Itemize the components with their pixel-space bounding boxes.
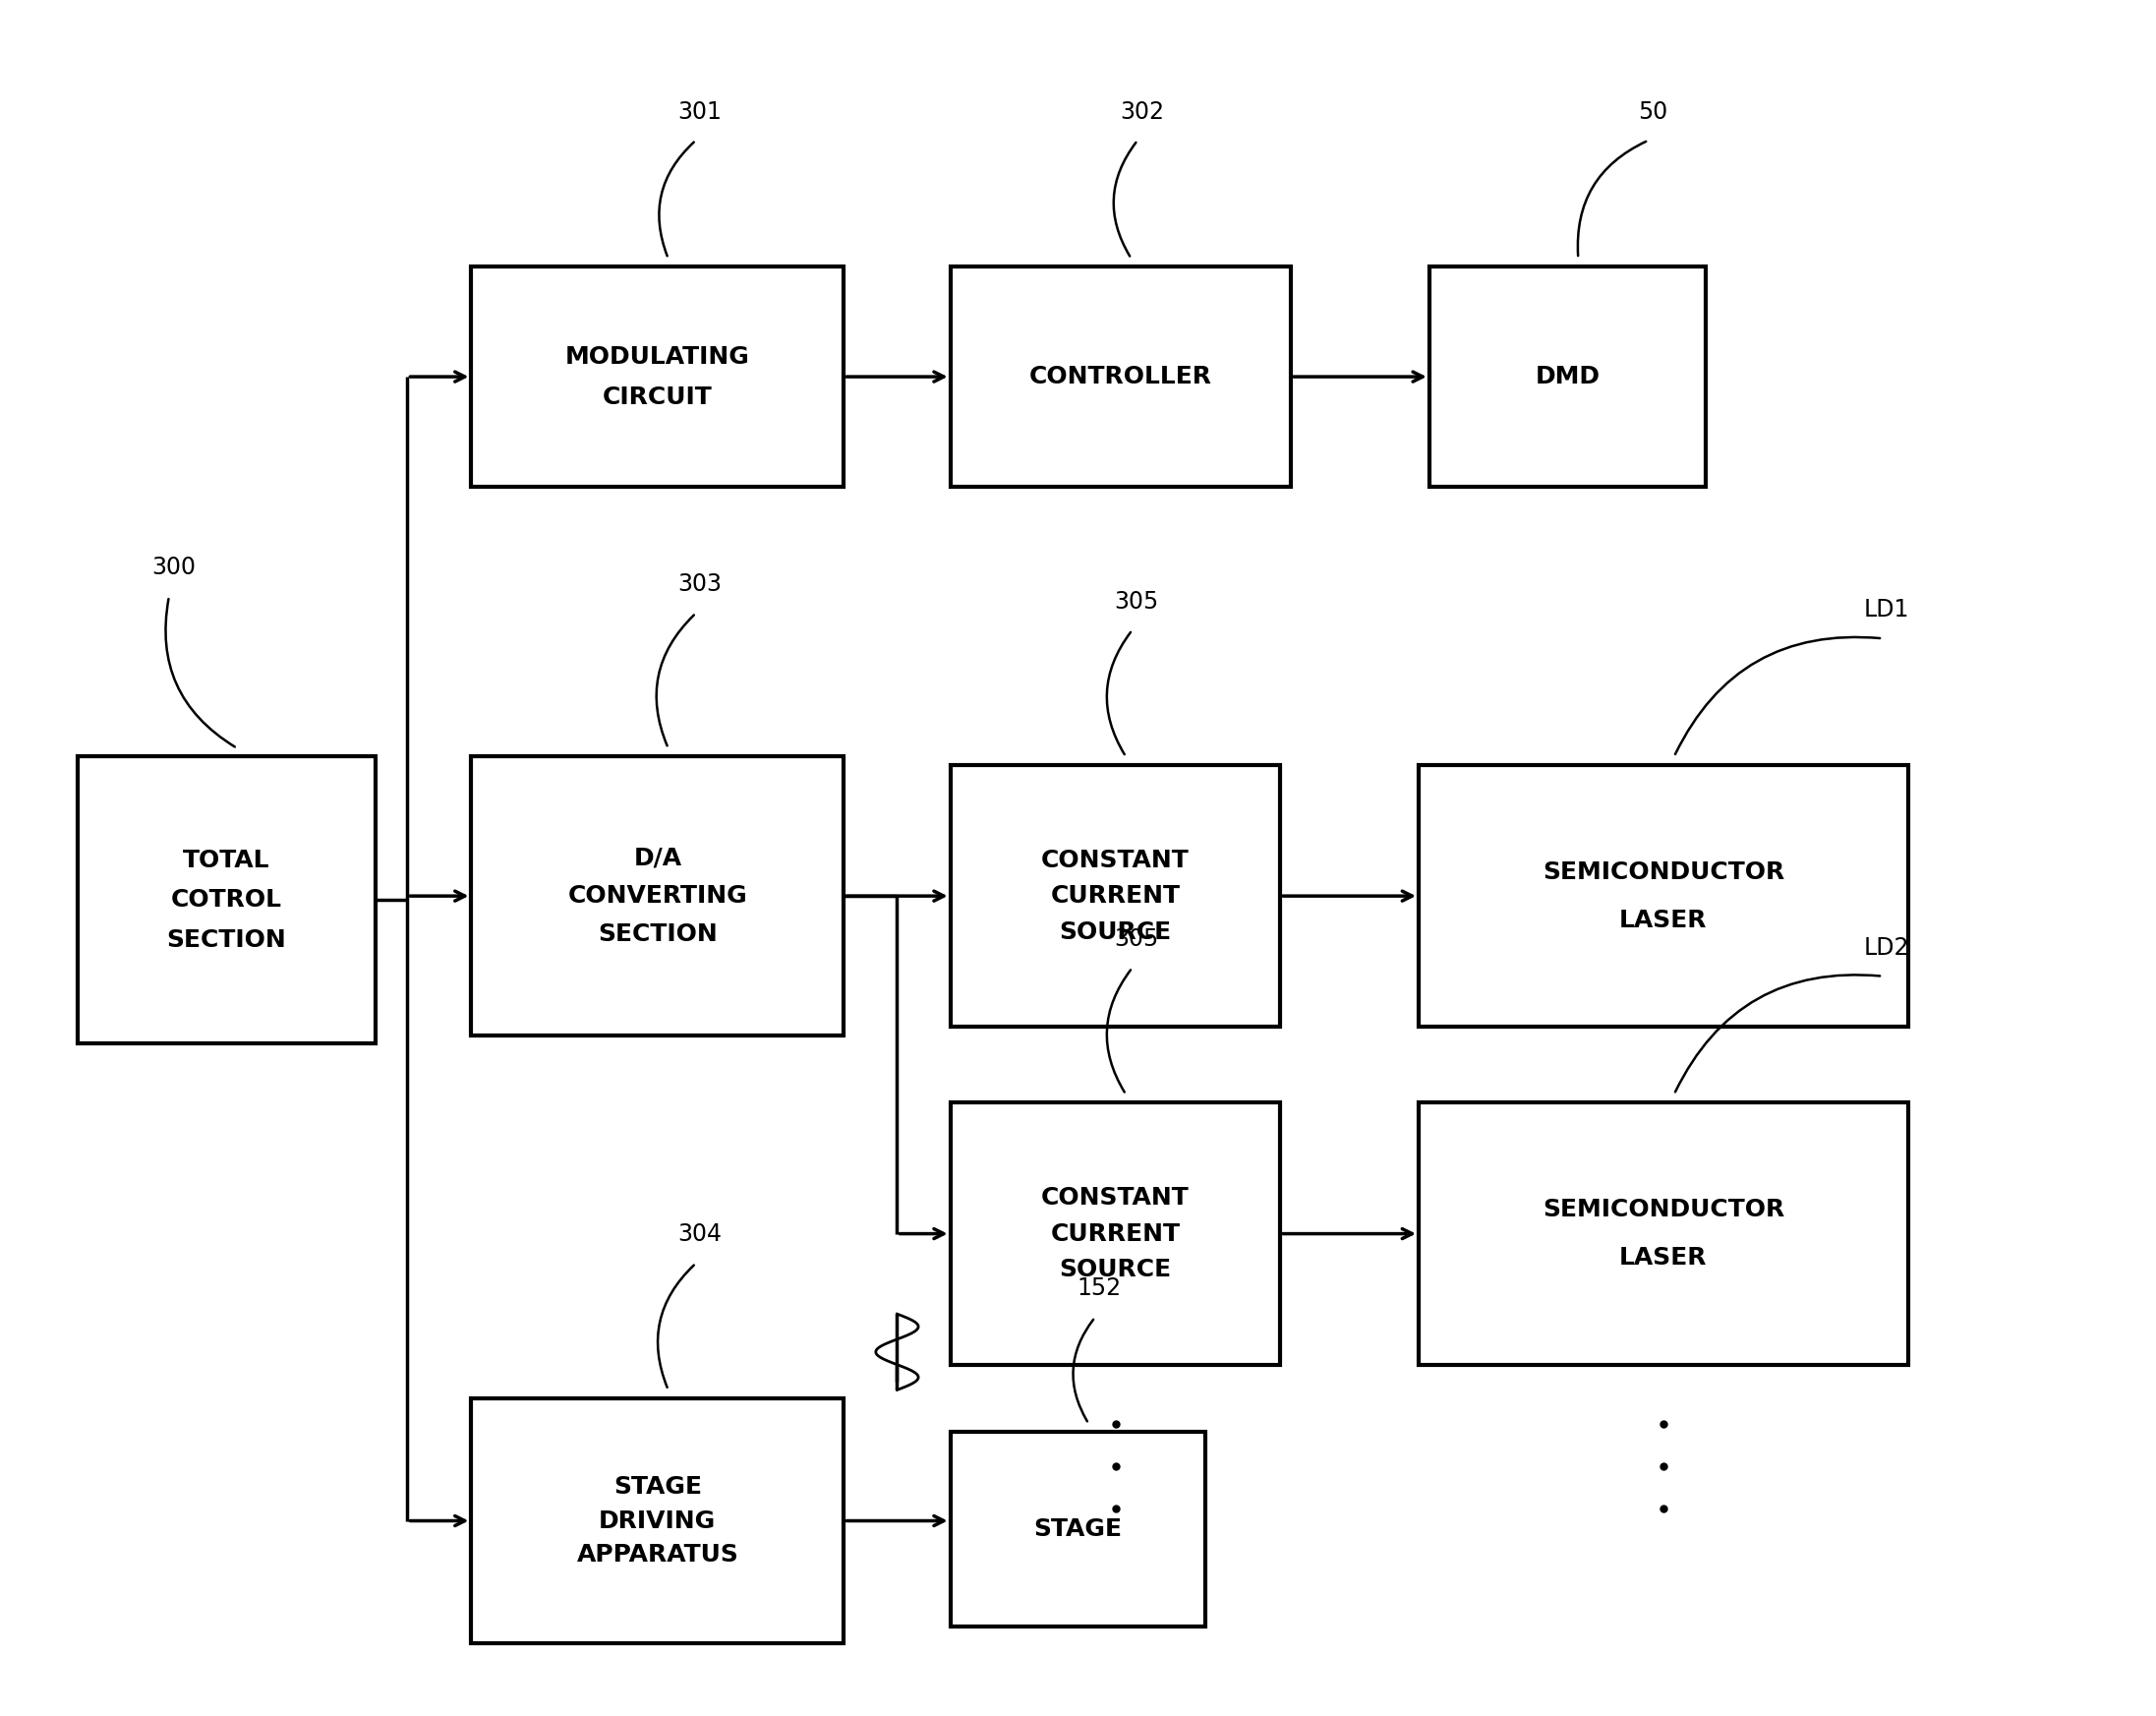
- Bar: [951, 1103, 1281, 1364]
- Text: 305: 305: [1115, 927, 1158, 951]
- Bar: [1429, 268, 1705, 487]
- Text: SEMICONDUCTOR: SEMICONDUCTOR: [1542, 860, 1785, 884]
- Text: COTROL: COTROL: [170, 889, 282, 911]
- Text: CONSTANT: CONSTANT: [1041, 848, 1190, 872]
- Bar: [951, 268, 1291, 487]
- Text: LD1: LD1: [1865, 597, 1910, 621]
- Text: SEMICONDUCTOR: SEMICONDUCTOR: [1542, 1198, 1785, 1222]
- Text: 304: 304: [677, 1224, 722, 1246]
- Text: CURRENT: CURRENT: [1050, 884, 1179, 908]
- Text: CONSTANT: CONSTANT: [1041, 1186, 1190, 1210]
- Text: 305: 305: [1115, 590, 1158, 613]
- Bar: [951, 1433, 1205, 1627]
- Text: 300: 300: [151, 556, 196, 580]
- Bar: [1419, 1103, 1908, 1364]
- Bar: [472, 757, 843, 1035]
- Text: 50: 50: [1639, 100, 1667, 124]
- Text: MODULATING: MODULATING: [565, 345, 750, 369]
- Bar: [472, 268, 843, 487]
- Bar: [472, 1399, 843, 1644]
- Text: 303: 303: [677, 573, 722, 595]
- Text: STAGE: STAGE: [612, 1476, 703, 1500]
- Text: TOTAL: TOTAL: [183, 849, 270, 872]
- Text: CURRENT: CURRENT: [1050, 1222, 1179, 1246]
- Text: LASER: LASER: [1619, 1246, 1708, 1270]
- Text: LD2: LD2: [1865, 935, 1910, 959]
- Text: SOURCE: SOURCE: [1059, 920, 1171, 944]
- Text: CIRCUIT: CIRCUIT: [604, 384, 711, 408]
- Bar: [78, 757, 375, 1043]
- Text: CONTROLLER: CONTROLLER: [1028, 366, 1212, 388]
- Text: CONVERTING: CONVERTING: [567, 884, 748, 908]
- Text: LASER: LASER: [1619, 908, 1708, 932]
- Text: DMD: DMD: [1535, 366, 1600, 388]
- Text: D/A: D/A: [634, 846, 681, 870]
- Bar: [951, 765, 1281, 1026]
- Text: SOURCE: SOURCE: [1059, 1258, 1171, 1282]
- Text: APPARATUS: APPARATUS: [576, 1543, 740, 1567]
- Text: 152: 152: [1078, 1277, 1121, 1301]
- Text: DRIVING: DRIVING: [599, 1508, 716, 1532]
- Text: SECTION: SECTION: [166, 928, 287, 951]
- Text: STAGE: STAGE: [1033, 1517, 1123, 1541]
- Text: 301: 301: [679, 100, 722, 124]
- Text: 302: 302: [1119, 100, 1164, 124]
- Bar: [1419, 765, 1908, 1026]
- Text: SECTION: SECTION: [597, 923, 718, 946]
